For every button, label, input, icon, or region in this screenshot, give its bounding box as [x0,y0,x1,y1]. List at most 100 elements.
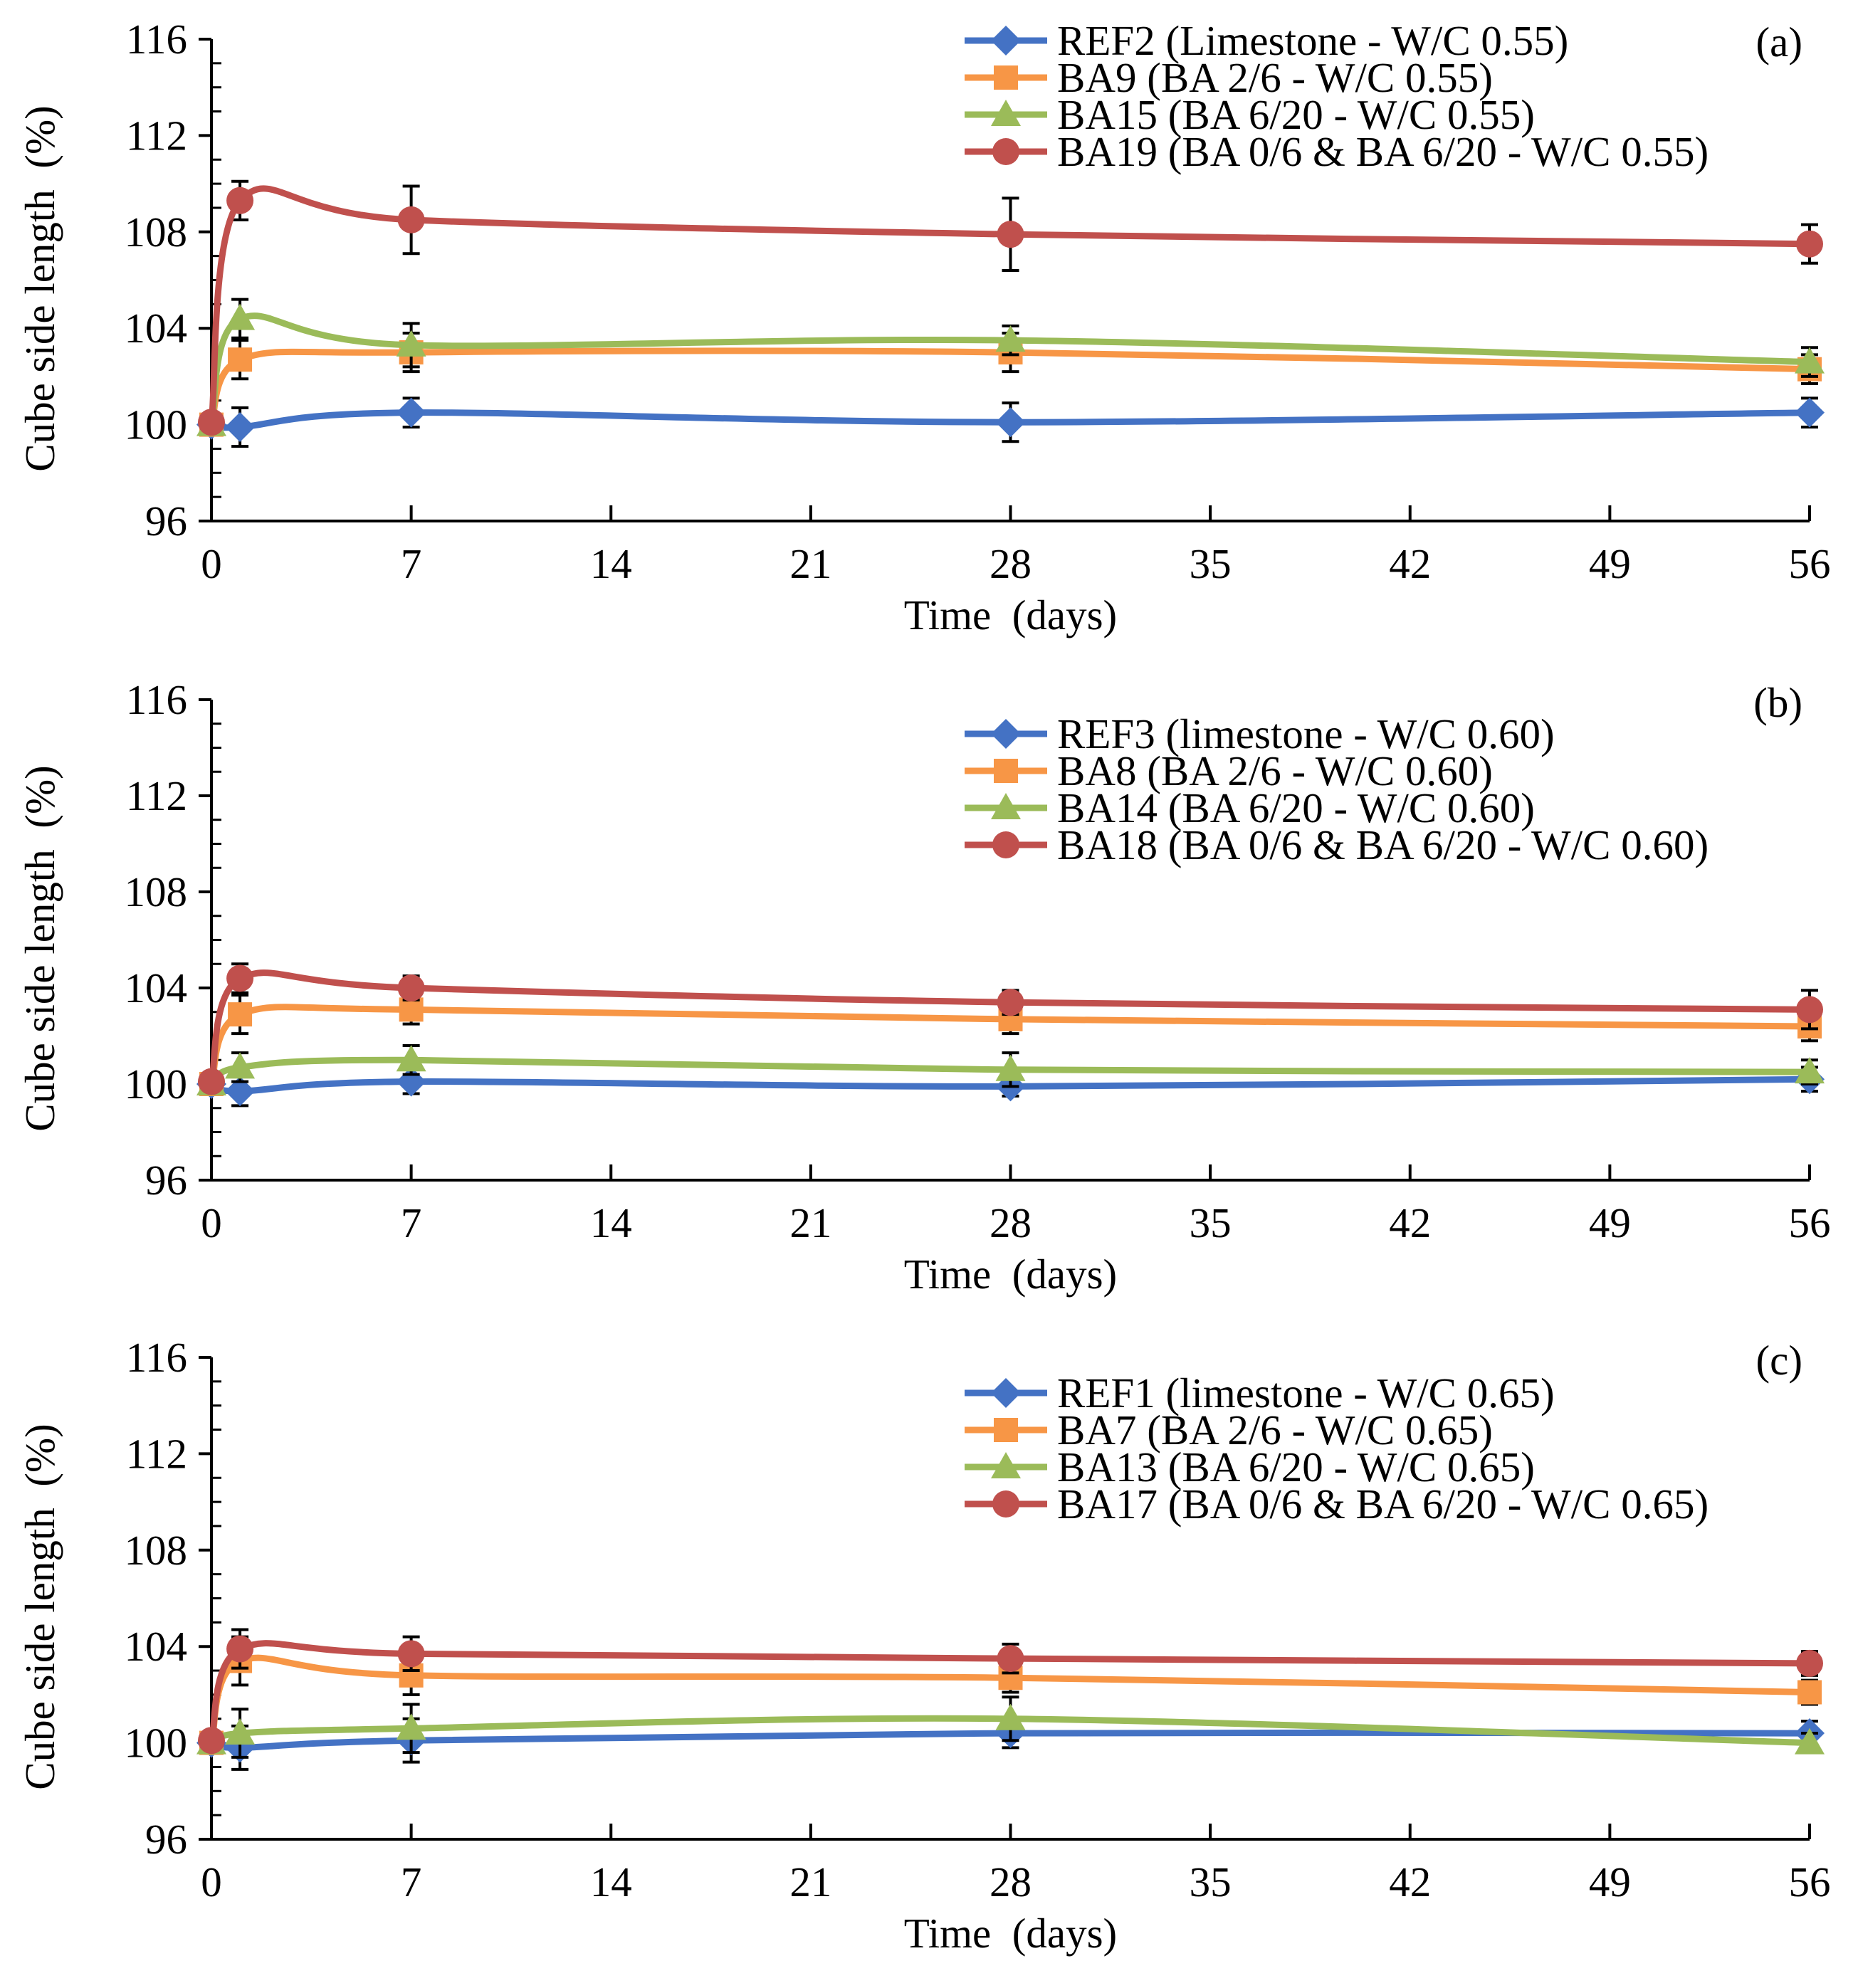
y-tick-label: 96 [145,1157,187,1204]
legend: REF3 (limestone - W/C 0.60)BA8 (BA 2/6 -… [965,710,1709,868]
y-tick-label: 100 [125,401,188,448]
data-point [226,186,254,214]
data-point [396,1713,426,1740]
legend-marker [991,100,1021,126]
legend-marker [992,831,1019,858]
series-circle [198,179,1823,436]
y-tick-label: 116 [126,1334,187,1381]
data-point [995,407,1026,438]
y-tick-label: 96 [145,498,187,545]
y-tick-label: 112 [126,1430,187,1477]
data-point [1795,397,1825,428]
x-tick-label: 28 [990,1858,1032,1905]
x-axis-title: Time (days) [904,1251,1117,1298]
data-point [225,1052,256,1079]
y-tick-label: 116 [126,16,187,63]
x-tick-label: 35 [1190,1199,1232,1246]
legend-marker [991,793,1021,819]
data-point [225,1718,256,1745]
data-point [1796,230,1823,258]
y-axis-title: Cube side length (%) [16,1424,63,1790]
legend-label: BA8 (BA 2/6 - W/C 0.60) [1057,747,1493,794]
data-point [225,411,256,442]
x-tick-label: 21 [789,540,831,587]
data-point [198,1068,225,1095]
legend-marker [991,26,1021,56]
x-tick-label: 56 [1789,1858,1831,1905]
y-tick-label: 104 [125,964,188,1011]
legend-marker [994,1418,1018,1442]
y-tick-label: 100 [125,1061,188,1108]
data-point [399,997,424,1022]
series-triangle [196,1695,1825,1759]
x-tick-label: 21 [789,1858,831,1905]
x-tick-label: 35 [1190,1858,1232,1905]
x-tick-label: 42 [1389,1199,1431,1246]
data-point [1795,347,1825,374]
legend-marker [994,759,1018,783]
data-point [1795,1057,1825,1084]
y-tick-label: 112 [126,772,187,819]
series-line [209,1056,1810,1087]
chart-panel-c: 96 100 104 108 112 116 0 7 14 21 28 35 42 49 56 Time (d… [16,1334,1831,1957]
x-tick-label: 7 [401,1199,422,1246]
x-tick-label: 14 [590,1199,632,1246]
legend-label: REF3 (limestone - W/C 0.60) [1057,710,1555,757]
x-tick-label: 21 [789,1199,831,1246]
data-point [397,974,425,1001]
legend-label: REF2 (Limestone - W/C 0.55) [1057,17,1568,64]
data-point [1796,996,1823,1024]
x-tick-label: 42 [1389,1858,1431,1905]
legend-label: BA7 (BA 2/6 - W/C 0.65) [1057,1406,1493,1453]
series-line [211,409,1810,431]
data-point [198,1727,225,1755]
series-line [208,185,1810,423]
y-tick-label: 104 [125,305,188,352]
data-point [997,221,1024,248]
data-point [198,409,225,436]
y-axis-title: Cube side length (%) [16,765,63,1132]
x-tick-label: 14 [590,1858,632,1905]
x-tick-label: 0 [201,1858,222,1905]
x-tick-label: 28 [990,1199,1032,1246]
series-circle [198,962,1823,1095]
data-point [397,206,425,233]
data-point [225,303,256,330]
x-tick-label: 0 [201,540,222,587]
y-tick-label: 104 [125,1623,188,1670]
legend-label: BA13 (BA 6/20 - W/C 0.65) [1057,1443,1535,1490]
y-tick-label: 112 [126,112,187,159]
data-point [995,325,1026,352]
legend-label: BA9 (BA 2/6 - W/C 0.55) [1057,54,1493,101]
data-point [1795,1727,1825,1755]
legend-marker [991,1378,1021,1408]
legend-label: BA19 (BA 0/6 & BA 6/20 - W/C 0.55) [1057,128,1709,175]
data-point [1797,1680,1822,1705]
legend-marker [992,138,1019,165]
legend-label: BA14 (BA 6/20 - W/C 0.60) [1057,784,1535,831]
data-point [1796,1649,1823,1677]
panel-label: (b) [1753,679,1802,726]
x-tick-label: 7 [401,1858,422,1905]
x-tick-label: 49 [1589,540,1631,587]
data-point [397,1640,425,1668]
data-point [228,1002,253,1027]
chart-panel-a: 96 100 104 108 112 116 0 7 14 21 28 35 42 49 56 Time (d… [16,16,1831,638]
y-tick-label: 100 [125,1720,188,1767]
legend-marker [994,65,1018,90]
x-tick-label: 35 [1190,540,1232,587]
series-circle [198,1628,1823,1755]
legend-label: BA18 (BA 0/6 & BA 6/20 - W/C 0.60) [1057,821,1709,868]
legend-marker [991,1452,1021,1478]
data-point [995,1703,1026,1730]
legend: REF1 (limestone - W/C 0.65)BA7 (BA 2/6 -… [965,1369,1709,1527]
data-point [226,1635,254,1663]
y-tick-label: 96 [145,1816,187,1863]
legend: REF2 (Limestone - W/C 0.55)BA9 (BA 2/6 -… [965,17,1709,175]
data-point [228,347,253,372]
y-tick-label: 116 [126,676,187,723]
legend-label: BA17 (BA 0/6 & BA 6/20 - W/C 0.65) [1057,1481,1709,1527]
y-tick-label: 108 [125,1527,188,1574]
data-point [226,964,254,992]
